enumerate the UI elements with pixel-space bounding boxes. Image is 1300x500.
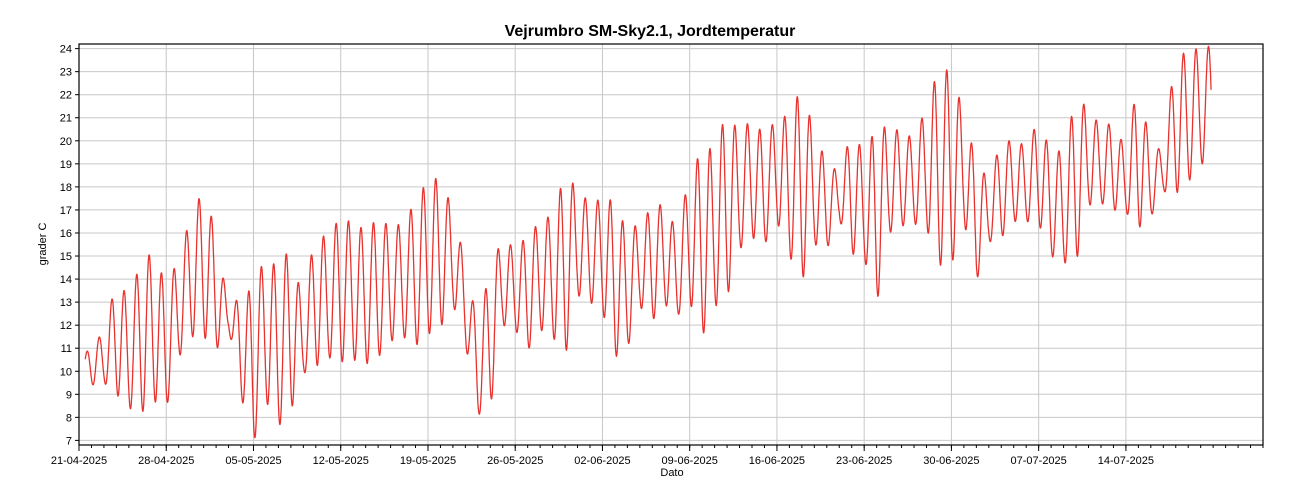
y-tick-label: 21 (60, 113, 72, 125)
x-tick-label: 23-06-2025 (836, 455, 892, 467)
y-tick-label: 20 (60, 136, 72, 148)
y-axis-label: grader C (37, 223, 49, 266)
x-tick-label: 05-05-2025 (225, 455, 281, 467)
y-tick-label: 22 (60, 90, 72, 102)
y-tick-label: 8 (66, 412, 72, 424)
y-tick-label: 12 (60, 320, 72, 332)
x-tick-label: 09-06-2025 (662, 455, 718, 467)
y-tick-label: 14 (60, 274, 72, 286)
grid (79, 44, 1263, 445)
plot-area (84, 45, 1212, 439)
x-tick-label: 30-06-2025 (923, 455, 979, 467)
y-tick-label: 17 (60, 205, 72, 217)
plot-frame (78, 43, 1264, 446)
chart-title: Vejrumbro SM-Sky2.1, Jordtemperatur (505, 23, 796, 40)
x-tick-label: 14-07-2025 (1098, 455, 1154, 467)
x-axis-label: Dato (660, 467, 683, 479)
y-tick-label: 15 (60, 251, 72, 263)
y-tick-label: 7 (66, 435, 72, 447)
y-tick-label: 19 (60, 159, 72, 171)
y-tick-label: 18 (60, 182, 72, 194)
x-tick-label: 07-07-2025 (1011, 455, 1067, 467)
y-tick-label: 23 (60, 67, 72, 79)
x-tick-label: 16-06-2025 (749, 455, 805, 467)
x-tick-label: 12-05-2025 (313, 455, 369, 467)
x-tick-label: 26-05-2025 (487, 455, 543, 467)
x-axis: 21-04-2025 28-04-2025 05-05-2025 12-05-2025… (51, 445, 1264, 467)
y-axis: 7 8 9 10 11 12 13 14 15 16 17 18 19 20 21 22 23 24 (60, 44, 79, 447)
x-tick-label: 21-04-2025 (51, 455, 107, 467)
y-tick-label: 9 (66, 389, 72, 401)
y-tick-label: 11 (61, 343, 72, 355)
y-tick-label: 24 (60, 44, 72, 56)
x-tick-label: 28-04-2025 (138, 455, 194, 467)
x-tick-label: 19-05-2025 (400, 455, 456, 467)
y-tick-label: 10 (60, 366, 72, 378)
x-tick-label: 02-06-2025 (574, 455, 630, 467)
y-tick-label: 13 (60, 297, 72, 309)
series-line (84, 45, 1212, 439)
y-tick-label: 16 (60, 228, 72, 240)
